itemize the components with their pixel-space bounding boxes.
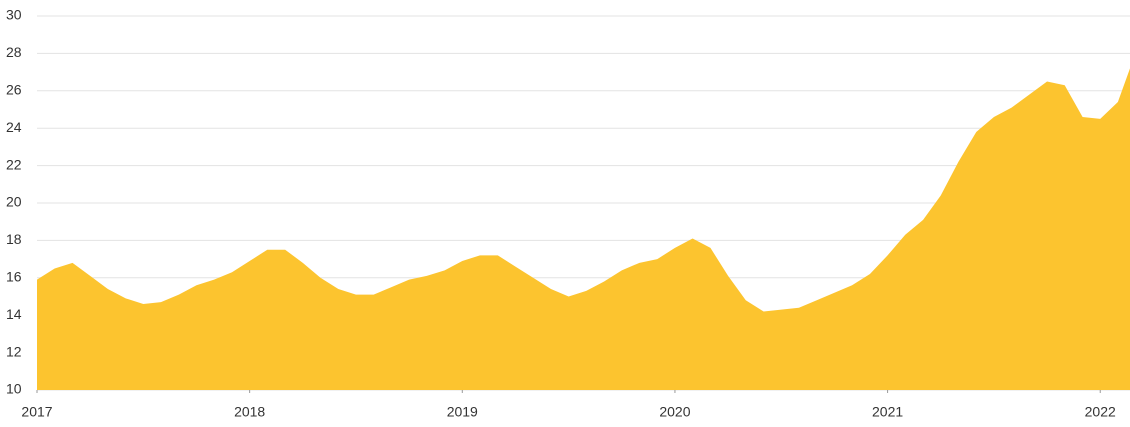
y-tick-label: 30 [6,7,22,23]
y-tick-label: 14 [6,306,22,322]
y-tick-label: 24 [6,119,22,135]
y-tick-label: 10 [6,381,22,397]
y-tick-label: 16 [6,269,22,285]
x-tick-label: 2019 [447,404,478,420]
x-tick-label: 2022 [1085,404,1116,420]
y-tick-label: 20 [6,194,22,210]
x-tick-label: 2020 [659,404,690,420]
y-tick-label: 22 [6,156,22,172]
y-tick-label: 28 [6,44,22,60]
area [37,68,1130,391]
x-tick-label: 2021 [872,404,903,420]
y-tick-label: 18 [6,231,22,247]
y-tick-label: 26 [6,82,22,98]
x-tick-label: 2018 [234,404,265,420]
y-tick-label: 12 [6,343,22,359]
x-tick-label: 2017 [21,404,52,420]
